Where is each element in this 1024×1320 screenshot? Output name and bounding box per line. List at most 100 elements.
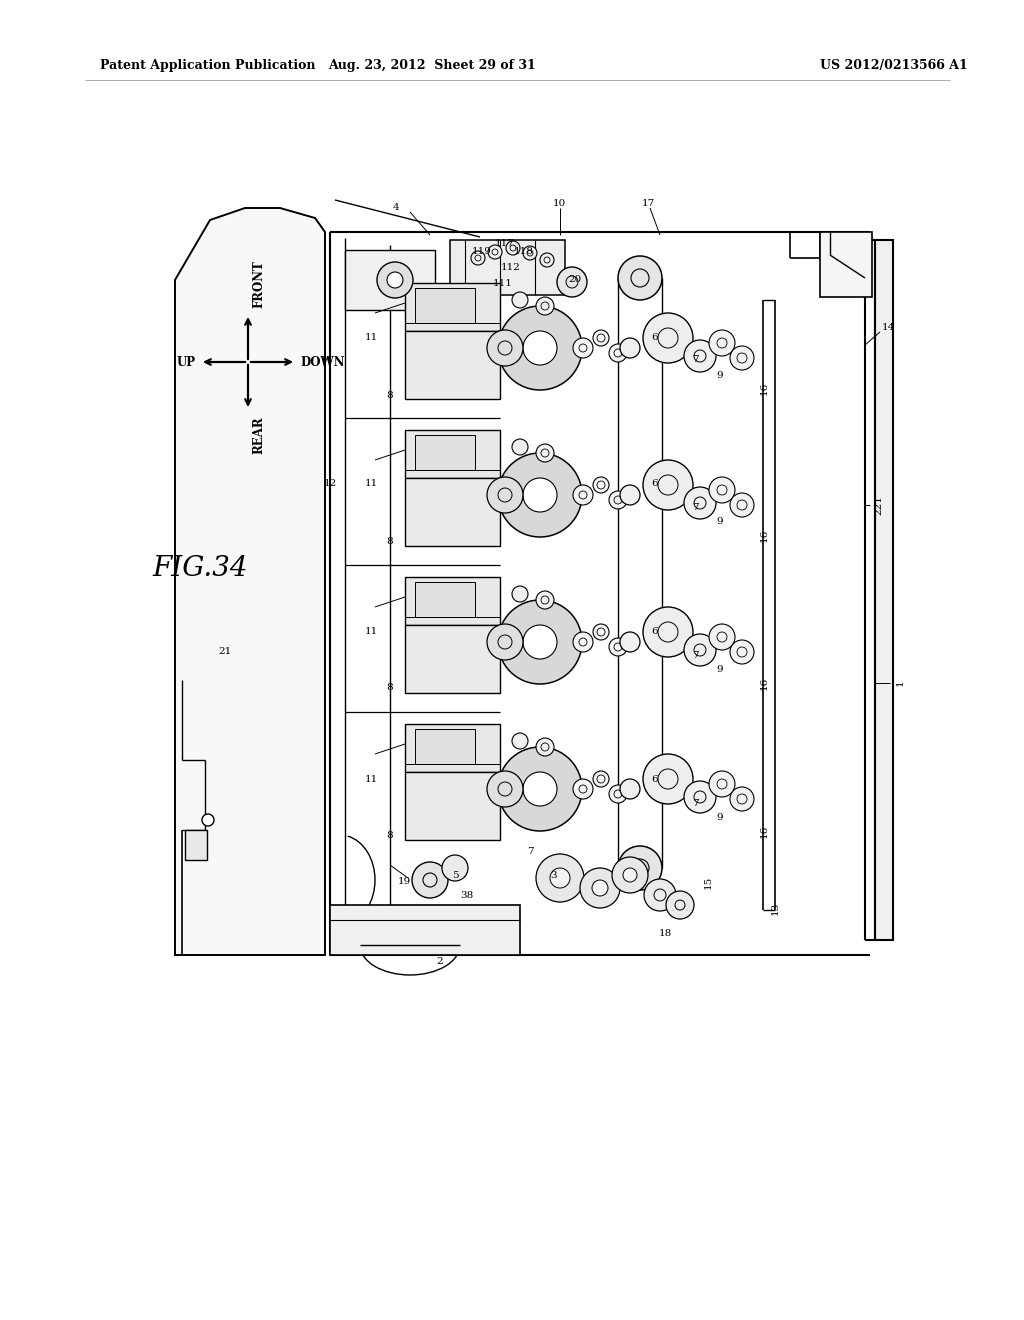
Text: 15: 15 xyxy=(703,875,713,888)
Bar xyxy=(415,436,475,470)
Text: 112: 112 xyxy=(501,263,521,272)
Circle shape xyxy=(618,256,662,300)
Text: 9: 9 xyxy=(717,517,723,527)
Circle shape xyxy=(487,624,523,660)
Polygon shape xyxy=(175,209,325,954)
Circle shape xyxy=(709,771,735,797)
Circle shape xyxy=(612,857,648,894)
Text: 6: 6 xyxy=(651,479,658,488)
Text: 8: 8 xyxy=(387,391,393,400)
Circle shape xyxy=(512,586,528,602)
Circle shape xyxy=(498,453,582,537)
Bar xyxy=(874,240,893,940)
Bar xyxy=(330,906,520,954)
Circle shape xyxy=(643,754,693,804)
Text: 11: 11 xyxy=(365,479,378,488)
Bar xyxy=(415,582,475,616)
Text: 10: 10 xyxy=(552,199,565,209)
Circle shape xyxy=(523,624,557,659)
Text: 19: 19 xyxy=(397,878,411,887)
Text: 21: 21 xyxy=(218,648,231,656)
Text: 11: 11 xyxy=(365,334,378,342)
Circle shape xyxy=(523,478,557,512)
Bar xyxy=(820,232,872,297)
Circle shape xyxy=(536,738,554,756)
Text: 119: 119 xyxy=(472,248,492,256)
Circle shape xyxy=(573,484,593,506)
Circle shape xyxy=(488,246,502,259)
Bar xyxy=(415,288,475,323)
Circle shape xyxy=(523,331,557,366)
Circle shape xyxy=(593,624,609,640)
Circle shape xyxy=(540,253,554,267)
Text: 18: 18 xyxy=(658,928,672,937)
Circle shape xyxy=(536,444,554,462)
Text: 1: 1 xyxy=(896,680,904,686)
Text: 7: 7 xyxy=(691,651,698,660)
Circle shape xyxy=(387,272,403,288)
Circle shape xyxy=(523,772,557,807)
Text: 8: 8 xyxy=(387,832,393,841)
Bar xyxy=(406,772,500,840)
Bar xyxy=(406,430,500,478)
Text: 8: 8 xyxy=(387,537,393,546)
Circle shape xyxy=(487,330,523,366)
Circle shape xyxy=(684,781,716,813)
Text: 12: 12 xyxy=(324,479,337,487)
Circle shape xyxy=(471,251,485,265)
Text: REAR: REAR xyxy=(252,416,265,454)
Text: 11: 11 xyxy=(365,627,378,636)
Text: 7: 7 xyxy=(691,503,698,511)
Circle shape xyxy=(620,779,640,799)
Text: 221: 221 xyxy=(874,495,884,515)
Circle shape xyxy=(512,733,528,748)
Text: US 2012/0213566 A1: US 2012/0213566 A1 xyxy=(820,58,968,71)
Circle shape xyxy=(620,632,640,652)
Text: 6: 6 xyxy=(651,776,658,784)
Circle shape xyxy=(623,869,637,882)
Text: 9: 9 xyxy=(717,371,723,380)
Circle shape xyxy=(523,246,537,260)
Text: 7: 7 xyxy=(691,355,698,364)
Text: 16: 16 xyxy=(760,825,768,838)
Text: 16: 16 xyxy=(760,381,768,395)
Text: 2: 2 xyxy=(436,957,443,965)
Text: 11: 11 xyxy=(365,776,378,784)
Circle shape xyxy=(730,492,754,517)
Circle shape xyxy=(536,854,584,902)
Circle shape xyxy=(550,869,570,888)
Circle shape xyxy=(643,313,693,363)
Circle shape xyxy=(644,879,676,911)
Bar xyxy=(450,240,565,294)
Circle shape xyxy=(557,267,587,297)
Circle shape xyxy=(709,477,735,503)
Circle shape xyxy=(498,601,582,684)
Circle shape xyxy=(643,607,693,657)
Circle shape xyxy=(684,341,716,372)
Circle shape xyxy=(684,487,716,519)
Bar xyxy=(345,249,435,310)
Text: FRONT: FRONT xyxy=(252,260,265,308)
Circle shape xyxy=(536,591,554,609)
Circle shape xyxy=(573,338,593,358)
Circle shape xyxy=(620,484,640,506)
Circle shape xyxy=(512,292,528,308)
Bar xyxy=(406,282,500,331)
Text: 13: 13 xyxy=(770,902,779,915)
Bar xyxy=(406,577,500,624)
Circle shape xyxy=(620,338,640,358)
Circle shape xyxy=(377,261,413,298)
Text: 16: 16 xyxy=(760,676,768,689)
Bar xyxy=(406,624,500,693)
Text: 111: 111 xyxy=(494,279,513,288)
Circle shape xyxy=(498,306,582,389)
Circle shape xyxy=(593,771,609,787)
Circle shape xyxy=(643,459,693,510)
Text: 5: 5 xyxy=(452,870,459,879)
Circle shape xyxy=(592,880,608,896)
Bar xyxy=(406,331,500,399)
Circle shape xyxy=(618,846,662,890)
Text: 6: 6 xyxy=(651,627,658,636)
Bar xyxy=(185,830,207,861)
Circle shape xyxy=(202,814,214,826)
